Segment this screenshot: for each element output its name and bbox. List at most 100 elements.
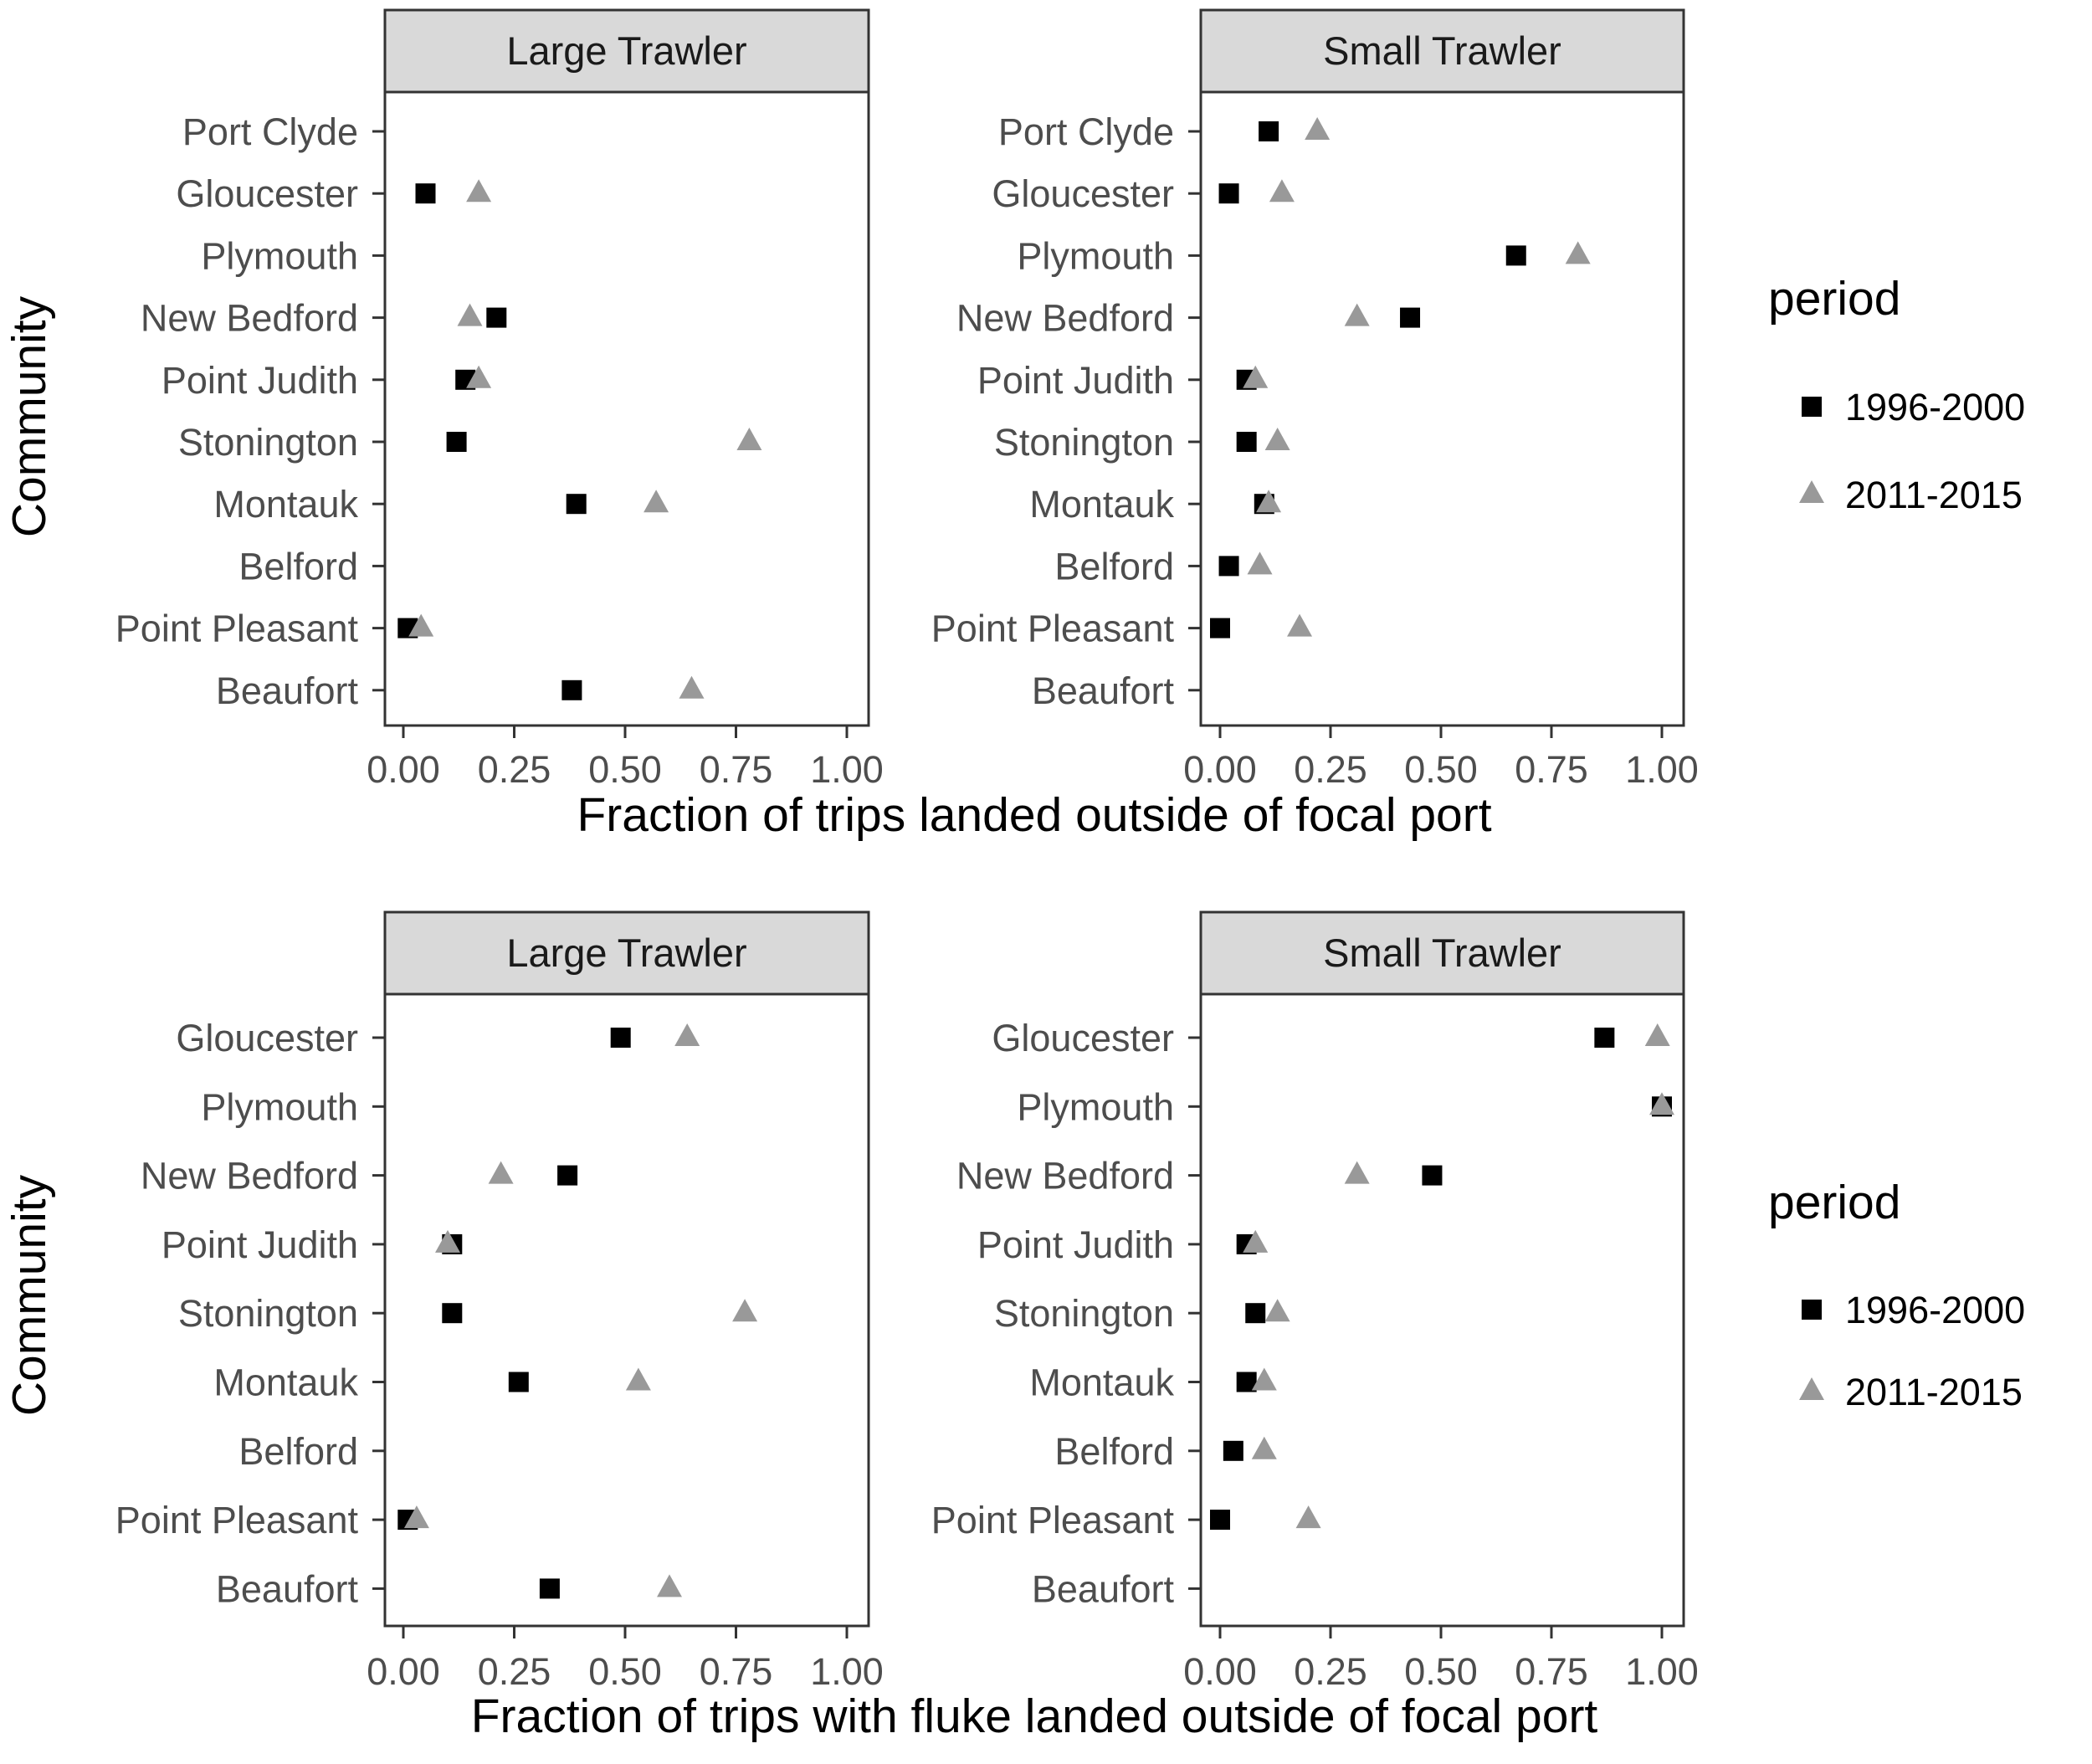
- y-tick-label: Stonington: [994, 1292, 1174, 1335]
- point-2011-2015: [1256, 490, 1282, 513]
- point-2011-2015: [408, 613, 434, 637]
- legend-label: 2011-2015: [1845, 1371, 2023, 1413]
- point-2011-2015: [403, 1505, 429, 1529]
- y-tick-label: Plymouth: [201, 234, 358, 277]
- point-1996-2000: [1422, 1165, 1443, 1186]
- point-1996-2000: [566, 494, 587, 515]
- y-tick-label: Belford: [1054, 1430, 1174, 1473]
- point-2011-2015: [1269, 179, 1295, 203]
- point-2011-2015: [679, 675, 705, 699]
- point-2011-2015: [1243, 1229, 1269, 1253]
- legend-square-swatch: [1802, 397, 1822, 417]
- y-tick-label: Point Pleasant: [115, 1499, 359, 1541]
- point-2011-2015: [466, 179, 492, 203]
- point-1996-2000: [1505, 245, 1526, 266]
- point-2011-2015: [1644, 1023, 1670, 1046]
- x-tick-label: 0.00: [1183, 748, 1257, 791]
- x-tick-label: 0.25: [1294, 1650, 1367, 1693]
- x-tick-label: 0.50: [588, 1650, 662, 1693]
- y-tick-label: Gloucester: [992, 1017, 1174, 1059]
- point-2011-2015: [1305, 117, 1331, 140]
- x-tick-label: 0.50: [1404, 748, 1478, 791]
- y-tick-label: Port Clyde: [182, 110, 358, 153]
- y-tick-label: Gloucester: [176, 1017, 358, 1059]
- y-tick-label: New Bedford: [956, 297, 1174, 340]
- point-2011-2015: [1295, 1505, 1321, 1529]
- y-tick-label: Beaufort: [216, 669, 359, 712]
- y-tick-label: New Bedford: [141, 1155, 358, 1197]
- point-2011-2015: [1243, 365, 1269, 388]
- y-tick-label: New Bedford: [141, 297, 358, 340]
- facet-strip-label: Large Trawler: [506, 28, 746, 73]
- point-1996-2000: [1218, 183, 1239, 204]
- x-tick-label: 0.25: [478, 1650, 551, 1693]
- x-tick-label: 1.00: [1625, 1650, 1699, 1693]
- y-tick-label: Point Pleasant: [115, 608, 359, 650]
- point-2011-2015: [1287, 613, 1313, 637]
- x-tick-label: 0.50: [588, 748, 662, 791]
- x-axis-title: Fraction of trips with fluke landed outs…: [471, 1690, 1598, 1743]
- point-2011-2015: [1649, 1092, 1674, 1115]
- x-tick-label: 0.00: [1183, 1650, 1257, 1693]
- x-tick-label: 0.00: [367, 1650, 440, 1693]
- x-tick-label: 0.75: [700, 1650, 773, 1693]
- y-axis-title: Community: [3, 1174, 56, 1416]
- point-1996-2000: [442, 1303, 463, 1324]
- x-tick-label: 1.00: [1625, 748, 1699, 791]
- point-1996-2000: [539, 1578, 560, 1599]
- y-tick-label: Port Clyde: [998, 110, 1174, 153]
- x-tick-label: 0.75: [700, 748, 773, 791]
- x-tick-label: 0.75: [1515, 748, 1588, 791]
- panel-frame: [1199, 90, 1685, 727]
- y-tick-label: Gloucester: [992, 172, 1174, 215]
- legend-square-swatch: [1802, 1300, 1822, 1320]
- x-tick-label: 0.25: [478, 748, 551, 791]
- legend-label: 2011-2015: [1845, 474, 2023, 516]
- y-tick-label: Stonington: [178, 1292, 358, 1335]
- point-1996-2000: [557, 1165, 578, 1186]
- x-tick-label: 1.00: [810, 748, 884, 791]
- y-tick-label: Beaufort: [1032, 1567, 1175, 1610]
- y-tick-label: Gloucester: [176, 172, 358, 215]
- point-2011-2015: [466, 365, 492, 388]
- y-tick-label: Stonington: [994, 421, 1174, 464]
- point-2011-2015: [674, 1023, 700, 1046]
- facet-strip-label: Large Trawler: [506, 931, 746, 975]
- point-1996-2000: [1245, 1303, 1266, 1324]
- facet-strip-label: Small Trawler: [1323, 931, 1561, 975]
- point-2011-2015: [625, 1367, 651, 1391]
- point-1996-2000: [508, 1372, 529, 1392]
- y-tick-label: Montauk: [213, 483, 358, 526]
- legend-triangle-swatch: [1799, 1377, 1824, 1400]
- y-tick-label: Belford: [1054, 545, 1174, 587]
- point-2011-2015: [1565, 241, 1591, 264]
- y-tick-label: New Bedford: [956, 1155, 1174, 1197]
- x-axis-title: Fraction of trips landed outside of foca…: [577, 788, 1491, 842]
- facet-small-trawler: Small Trawler Gloucester Plymouth New Bedfo…: [931, 910, 1699, 1693]
- legend-label: 1996-2000: [1845, 386, 2025, 428]
- y-axis-title: Community: [3, 295, 56, 537]
- y-tick-label: Point Judith: [162, 359, 358, 402]
- point-1996-2000: [1218, 556, 1239, 577]
- point-2011-2015: [1344, 1161, 1370, 1184]
- y-tick-label: Beaufort: [1032, 669, 1175, 712]
- point-2011-2015: [657, 1574, 682, 1597]
- x-tick-label: 1.00: [810, 1650, 884, 1693]
- point-2011-2015: [488, 1161, 514, 1184]
- point-1996-2000: [1259, 121, 1279, 141]
- y-tick-label: Point Judith: [977, 1223, 1174, 1266]
- point-1996-2000: [1210, 618, 1230, 638]
- y-tick-label: Belford: [238, 545, 358, 587]
- legend: period 1996-2000 2011-2015: [1768, 1176, 2025, 1413]
- point-2011-2015: [1264, 1299, 1290, 1322]
- panel-frame: [383, 992, 870, 1628]
- y-tick-label: Point Pleasant: [931, 608, 1175, 650]
- y-tick-label: Plymouth: [1017, 234, 1174, 277]
- point-1996-2000: [610, 1028, 631, 1048]
- legend-triangle-swatch: [1799, 480, 1824, 503]
- point-2011-2015: [1251, 1436, 1277, 1459]
- y-tick-label: Belford: [238, 1430, 358, 1473]
- point-2011-2015: [736, 428, 762, 450]
- facet-strip-label: Small Trawler: [1323, 28, 1561, 73]
